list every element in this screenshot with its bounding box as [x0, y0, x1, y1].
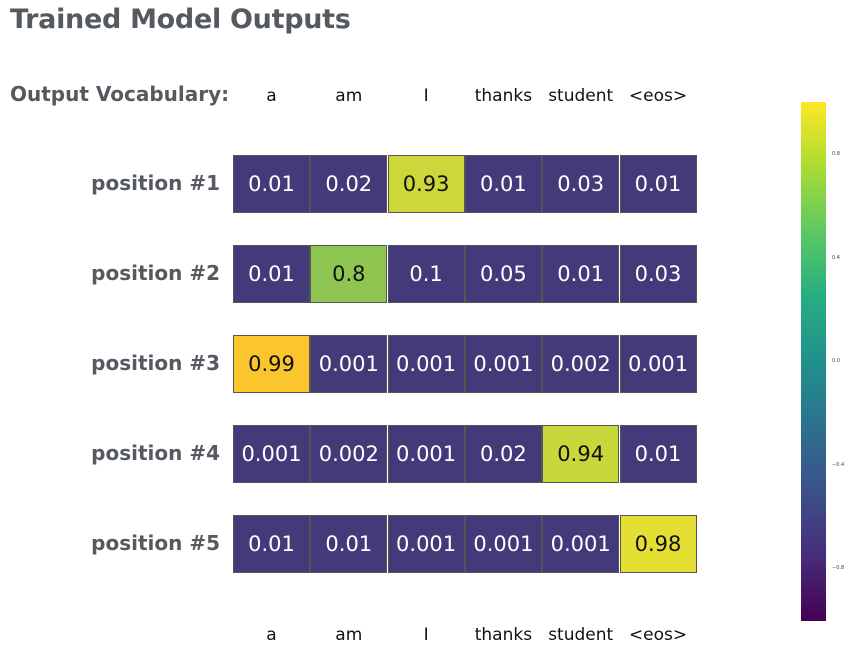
heatmap-cell: 0.01: [233, 515, 310, 573]
heatmap-cell: 0.001: [619, 335, 697, 393]
column-label-top: a: [266, 86, 277, 106]
row-label: position #1: [91, 171, 220, 195]
column-label-bottom: am: [335, 625, 363, 645]
row-label: position #2: [91, 261, 220, 285]
heatmap-cell: 0.02: [310, 155, 388, 213]
column-label-top: student: [548, 86, 614, 106]
heatmap-cell: 0.01: [542, 245, 620, 303]
colorbar-tick: 0.8: [832, 151, 840, 157]
heatmap-cell: 0.99: [233, 335, 310, 393]
heatmap-cell: 0.01: [233, 245, 310, 303]
heatmap-cell: 0.98: [619, 515, 697, 573]
column-label-top: am: [335, 86, 363, 106]
heatmap-cell: 0.01: [310, 515, 388, 573]
heatmap-cell: 0.03: [542, 155, 620, 213]
heatmap-cell: 0.02: [464, 425, 542, 483]
heatmap-cell: 0.01: [619, 155, 697, 213]
heatmap-cell: 0.002: [310, 425, 388, 483]
heatmap-cell: 0.93: [387, 155, 465, 213]
heatmap-cell: 0.05: [464, 245, 542, 303]
heatmap-cell: 0.001: [464, 515, 542, 573]
heatmap-cell: 0.001: [387, 515, 465, 573]
column-label-top: <eos>: [628, 86, 688, 106]
colorbar-tick: 0.4: [832, 254, 840, 261]
heatmap-cell: 0.03: [619, 245, 697, 303]
column-label-top: I: [423, 86, 429, 106]
colorbar-tick: −0.4: [832, 461, 845, 468]
row-label: position #5: [91, 531, 220, 555]
heatmap-cell: 0.001: [387, 335, 465, 393]
column-label-top: thanks: [474, 86, 533, 106]
column-label-bottom: <eos>: [628, 625, 688, 645]
heatmap-cell: 0.01: [464, 155, 542, 213]
output-vocabulary-label: Output Vocabulary:: [10, 82, 230, 106]
column-label-bottom: student: [548, 625, 614, 645]
column-label-bottom: thanks: [474, 625, 533, 645]
heatmap-cell: 0.001: [464, 335, 542, 393]
heatmap-cell: 0.002: [542, 335, 620, 393]
heatmap-cell: 0.001: [387, 425, 465, 483]
column-label-bottom: a: [266, 625, 277, 645]
heatmap-cell: 0.001: [542, 515, 620, 573]
heatmap-cell: 0.1: [387, 245, 465, 303]
page-title: Trained Model Outputs: [10, 4, 351, 35]
heatmap-cell: 0.001: [310, 335, 388, 393]
heatmap-cell: 0.01: [619, 425, 697, 483]
heatmap-cell: 0.94: [542, 425, 620, 483]
row-label: position #4: [91, 441, 220, 465]
colorbar-tick: −0.8: [832, 565, 845, 571]
column-label-bottom: I: [423, 625, 429, 645]
heatmap-cell: 0.01: [233, 155, 310, 213]
heatmap-cell: 0.001: [233, 425, 310, 483]
heatmap-cell: 0.8: [310, 245, 388, 303]
colorbar: [801, 102, 826, 621]
colorbar-tick: 0.0: [832, 358, 840, 364]
row-label: position #3: [91, 351, 220, 375]
